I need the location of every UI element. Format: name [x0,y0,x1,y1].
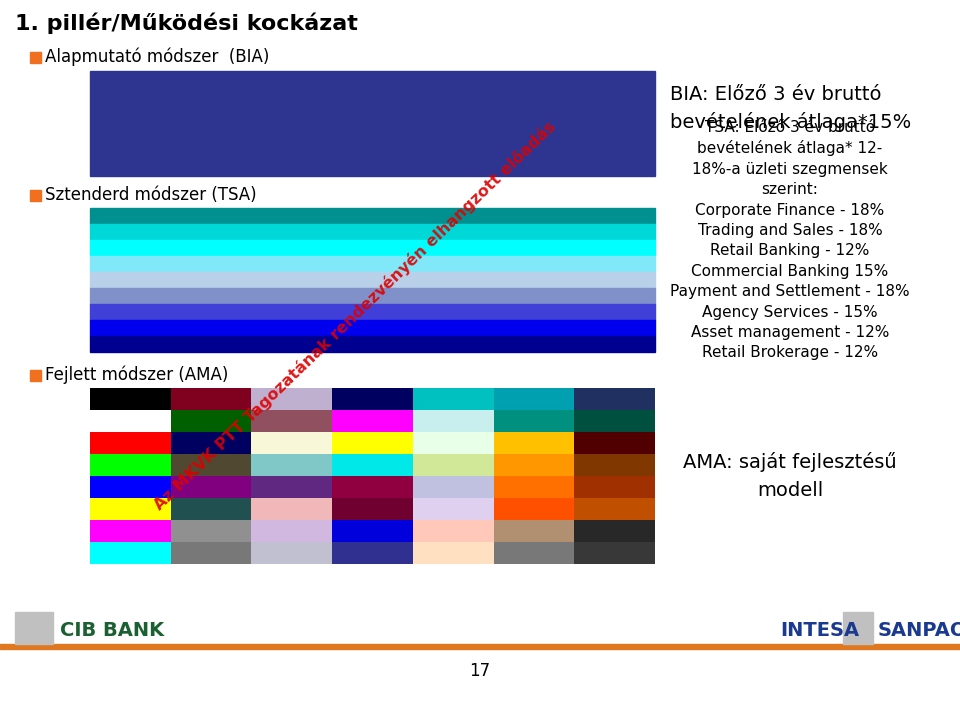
Bar [413,498,493,520]
Bar [15,612,53,644]
Bar [574,388,655,410]
Text: AMA: saját fejlesztésű
modell: AMA: saját fejlesztésű modell [684,452,897,500]
Bar [493,410,574,432]
Bar [90,476,171,498]
Bar [413,388,493,410]
Bar [413,454,493,476]
Bar [493,432,574,454]
Text: Az MKVK PTT Tagozatának rendezvényén elhangzott előadás: Az MKVK PTT Tagozatának rendezvényén elh… [151,119,559,513]
Bar [574,432,655,454]
Bar [90,410,171,432]
Bar [574,454,655,476]
Bar [252,542,332,564]
Bar [413,476,493,498]
Bar [90,240,655,256]
Bar [843,612,873,644]
Text: SANPAOLO: SANPAOLO [878,621,960,640]
Bar [90,520,171,542]
Bar [90,388,171,410]
Bar [493,542,574,564]
Bar [90,71,655,176]
Bar [574,520,655,542]
Bar [413,520,493,542]
Bar [252,454,332,476]
Bar [171,476,252,498]
Bar [493,454,574,476]
Bar [332,454,413,476]
Bar [90,320,655,336]
Bar [171,498,252,520]
Bar [171,432,252,454]
Bar [171,520,252,542]
Bar [493,498,574,520]
Bar [171,542,252,564]
Bar [30,52,41,63]
Text: CIB BANK: CIB BANK [60,621,164,640]
Bar [574,542,655,564]
Text: 1. pillér/Működési kockázat: 1. pillér/Működési kockázat [15,13,358,35]
Bar [332,520,413,542]
Text: 17: 17 [469,662,491,680]
Bar [332,498,413,520]
Bar [90,256,655,272]
Bar [90,224,655,240]
Bar [171,454,252,476]
Bar [493,476,574,498]
Bar [90,498,171,520]
Bar [493,388,574,410]
Bar [90,304,655,320]
Text: Alapmutató módszer  (BIA): Alapmutató módszer (BIA) [45,48,270,66]
Bar [252,498,332,520]
Bar [493,520,574,542]
Bar [413,432,493,454]
Bar [332,542,413,564]
Bar [0,644,960,649]
Bar [332,388,413,410]
Bar [252,432,332,454]
Bar [574,498,655,520]
Text: BIA: Előző 3 év bruttó
bevételének átlaga*15%: BIA: Előző 3 év bruttó bevételének átlag… [670,85,911,132]
Bar [90,336,655,352]
Bar [332,410,413,432]
Bar [30,370,41,381]
Bar [90,272,655,288]
Bar [90,542,171,564]
Bar [413,542,493,564]
Bar [252,476,332,498]
Bar [252,388,332,410]
Text: Fejlett módszer (AMA): Fejlett módszer (AMA) [45,366,228,384]
Bar [252,410,332,432]
Bar [332,432,413,454]
Bar [90,454,171,476]
Bar [171,388,252,410]
Bar [90,288,655,304]
Bar [171,410,252,432]
Bar [574,410,655,432]
Bar [574,476,655,498]
Bar [252,520,332,542]
Bar [90,432,171,454]
Text: Sztenderd módszer (TSA): Sztenderd módszer (TSA) [45,186,256,204]
Bar [90,208,655,224]
Bar [30,190,41,201]
Text: TSA: Előző 3 év bruttó
bevételének átlaga* 12-
18%-a üzleti szegmensek
szerint:
: TSA: Előző 3 év bruttó bevételének átlag… [670,119,910,361]
Bar [332,476,413,498]
Text: INTESA: INTESA [780,621,859,640]
Bar [413,410,493,432]
